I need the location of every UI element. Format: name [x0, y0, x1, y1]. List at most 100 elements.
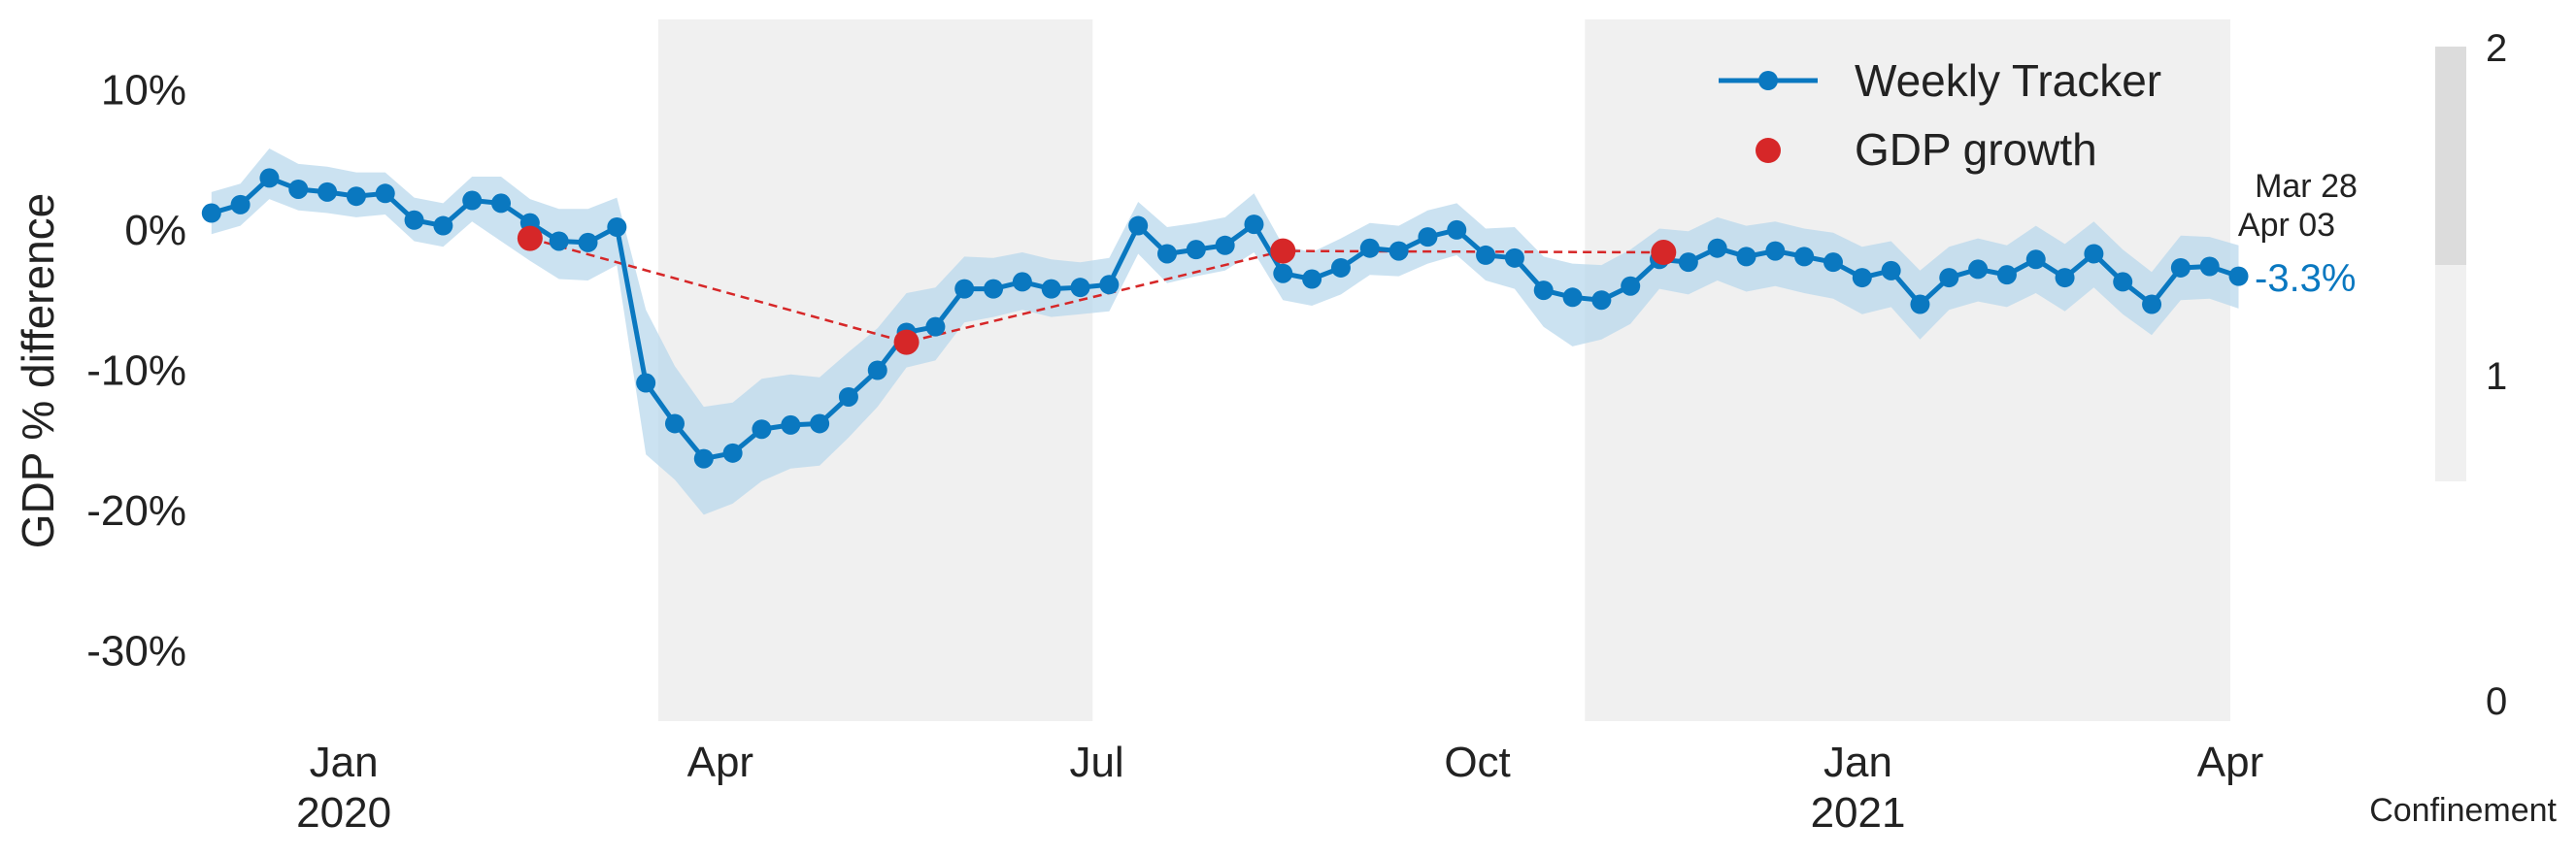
last-value-label: -3.3% [2255, 257, 2357, 300]
legend-gdp-growth-swatch-marker [1756, 138, 1781, 163]
weekly-tracker-point [693, 448, 714, 469]
weekly-tracker-point [491, 193, 512, 214]
weekly-tracker-point [1881, 260, 1901, 280]
weekly-tracker-point [578, 232, 598, 252]
gdp-growth-point [517, 225, 543, 251]
confidence-band-layer [211, 148, 2239, 515]
weekly-tracker-point [1418, 227, 1438, 247]
x-tick-label: Jul [1069, 739, 1123, 786]
weekly-tracker-point [2170, 257, 2191, 278]
x-tick-year-label: 2021 [1811, 789, 1906, 837]
weekly-tracker-point [1707, 238, 1727, 258]
colorbar-tick-1: 1 [2486, 355, 2507, 398]
confinement-period-2 [1585, 19, 2230, 721]
weekly-tracker-point [722, 443, 743, 463]
weekly-tracker-point [1678, 252, 1698, 273]
gdp-growth-point [1270, 238, 1296, 264]
weekly-tracker-point [1910, 294, 1930, 314]
colorbar-level-1-segment [2435, 265, 2466, 481]
weekly-tracker-point [1388, 241, 1409, 261]
legend-gdp-growth-label: GDP growth [1855, 124, 2097, 175]
weekly-tracker-point [1794, 247, 1815, 267]
colorbar-tick-0: 0 [2486, 680, 2507, 723]
weekly-tracker-point [1765, 241, 1786, 261]
weekly-tracker-point [259, 168, 280, 188]
weekly-tracker-point [1996, 265, 2017, 285]
x-tick-label: Jan [310, 739, 379, 786]
weekly-tracker-point [2113, 272, 2133, 292]
weekly-tracker-point [954, 279, 975, 299]
weekly-tracker-point [1186, 240, 1206, 260]
weekly-tracker-point [375, 183, 395, 204]
weekly-tracker-point [1591, 290, 1612, 311]
weekly-tracker-point [1939, 268, 1959, 288]
weekly-tracker-point [201, 203, 221, 223]
y-tick-label: -30% [86, 628, 186, 676]
legend: Weekly Tracker GDP growth [1719, 55, 2161, 175]
weekly-tracker-point [1852, 268, 1872, 288]
weekly-tracker-point [1504, 247, 1524, 268]
weekly-tracker-point [925, 316, 946, 337]
weekly-tracker-point [1736, 247, 1756, 267]
confinement-colorbar: 2 1 0 Confinement [2369, 27, 2557, 829]
last-point-annotation: Mar 28 Apr 03 -3.3% [2238, 168, 2358, 300]
weekly-tracker-point [664, 413, 685, 434]
weekly-tracker-point [2199, 256, 2220, 277]
weekly-tracker-point [607, 217, 627, 238]
weekly-tracker-point [1041, 279, 1061, 299]
weekly-tracker-point [1359, 238, 1380, 258]
weekly-tracker-point [1244, 214, 1264, 235]
weekly-tracker-point [404, 210, 424, 230]
weekly-tracker-point [318, 181, 338, 202]
y-axis-ticks: 10% 0% -10% -20% -30% [86, 66, 186, 675]
weekly-tracker-point [984, 279, 1004, 299]
x-tick-label: Jan [1823, 739, 1892, 786]
weekly-tracker-point [2084, 244, 2104, 264]
weekly-tracker-layer [201, 168, 2249, 469]
colorbar-level-2-segment [2435, 47, 2466, 265]
weekly-tracker-point [2025, 249, 2046, 270]
weekly-tracker-point [1012, 272, 1032, 292]
x-tick-label: Apr [2197, 739, 2263, 786]
gdp-growth-dashed-line [529, 237, 1664, 344]
weekly-tracker-point [838, 386, 858, 407]
weekly-tracker-point [1562, 287, 1583, 308]
colorbar-tick-2: 2 [2486, 27, 2507, 70]
weekly-tracker-point [781, 414, 801, 435]
weekly-tracker-point [2055, 268, 2075, 288]
weekly-tracker-point [2142, 294, 2162, 314]
x-tick-label: Oct [1444, 739, 1510, 786]
gdp-growth-line-layer [529, 237, 1664, 344]
weekly-tracker-point [1099, 275, 1120, 295]
gdp-growth-point [1651, 240, 1677, 266]
weekly-tracker-point [1823, 252, 1843, 273]
gdp-growth-point [893, 329, 920, 355]
confinement-shading-layer [657, 19, 2230, 721]
y-axis-label: GDP % difference [13, 193, 63, 549]
weekly-tracker-point [1157, 244, 1178, 264]
weekly-tracker-point [636, 373, 656, 393]
weekly-tracker-confidence-band [211, 148, 2239, 515]
weekly-tracker-point [346, 186, 366, 207]
weekly-tracker-point [1070, 278, 1090, 298]
last-week-end-label: Apr 03 [2238, 207, 2335, 244]
legend-weekly-tracker-label: Weekly Tracker [1855, 55, 2161, 106]
weekly-tracker-point [1621, 276, 1641, 296]
gdp-growth-points-layer [517, 225, 1677, 355]
weekly-tracker-point [1330, 257, 1351, 278]
colorbar-label: Confinement [2369, 792, 2557, 829]
weekly-tracker-point [867, 360, 887, 380]
y-tick-label: 10% [101, 66, 186, 114]
x-tick-label: Apr [687, 739, 753, 786]
weekly-tracker-point [1447, 219, 1467, 240]
weekly-tracker-point [230, 194, 251, 214]
weekly-tracker-point [752, 419, 772, 440]
weekly-tracker-point [433, 215, 453, 236]
weekly-tracker-point [1273, 263, 1293, 283]
weekly-tracker-point [2228, 266, 2249, 286]
weekly-tracker-point [810, 413, 830, 434]
x-tick-year-label: 2020 [296, 789, 391, 837]
weekly-tracker-point [1128, 215, 1149, 236]
weekly-tracker-point [1215, 235, 1235, 255]
